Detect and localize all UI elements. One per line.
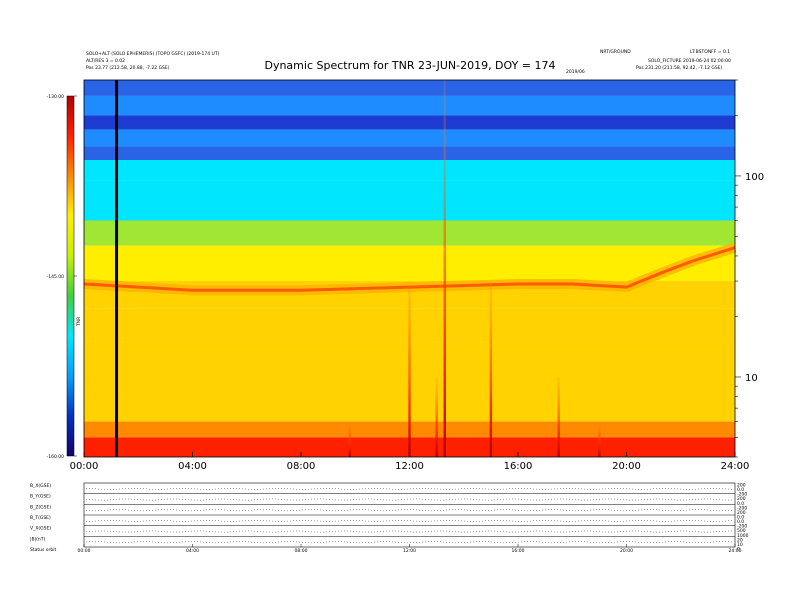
sub-panel-right-label: -200 bbox=[737, 524, 747, 530]
sub-panel-right-label: 10 bbox=[737, 542, 743, 548]
colorbar-tick-label: -130.00 bbox=[47, 94, 65, 100]
radio-burst bbox=[435, 376, 438, 457]
sub-panel-label: V_X(GSE) bbox=[30, 526, 51, 532]
sub-panel-right-label: 200 bbox=[737, 510, 746, 516]
x-axis: 00:00 04:00 08:00 12:00 16:00 20:00 24:00 bbox=[70, 452, 750, 472]
colorbar-tick-label: -145.00 bbox=[47, 274, 65, 280]
radio-burst bbox=[443, 80, 446, 457]
spectrum-band bbox=[84, 115, 735, 130]
x-tick-label: 12:00 bbox=[395, 461, 424, 472]
spectrum-band bbox=[84, 146, 735, 161]
x-tick-label: 00:00 bbox=[70, 461, 99, 472]
sub-panel-trace bbox=[86, 520, 732, 522]
sub-panel-trace bbox=[86, 488, 732, 490]
header-right: NRT/GROUND LT:BSTONFF = 0.1 SOLO_FICTURE… bbox=[600, 49, 731, 71]
sub-panel-trace bbox=[86, 541, 732, 544]
spectrum-band bbox=[84, 180, 735, 221]
spectrum-band bbox=[84, 160, 735, 181]
sub-panel-right-label: 0.0 bbox=[737, 515, 744, 521]
x-tick-label: 08:00 bbox=[287, 461, 316, 472]
spectrum-band bbox=[84, 95, 735, 116]
sub-panel-trace bbox=[86, 509, 732, 512]
sub-panel-x-tick-label: 12:00 bbox=[403, 548, 416, 554]
sub-panel-x-tick-label: 00:00 bbox=[78, 548, 91, 554]
sub-panel-right-label: 0.0 bbox=[737, 501, 744, 507]
chart-title: Dynamic Spectrum for TNR 23-JUN-2019, DO… bbox=[264, 59, 555, 72]
radio-burst bbox=[489, 281, 493, 457]
sub-panel-label: |B|(nT) bbox=[30, 536, 45, 542]
header-left: SOLO+ALT (SOLO EPHEMERIS) (TOPO GSFC) (2… bbox=[86, 51, 220, 71]
colorbar-labels: -130.00 -145.00 -160.00 bbox=[47, 94, 77, 460]
sub-panel-x-tick-label: 08:00 bbox=[295, 548, 308, 554]
spectrum-band bbox=[84, 80, 735, 96]
spectrum-band bbox=[84, 129, 735, 147]
sub-panel-right-label: 200 bbox=[737, 496, 746, 502]
colorbar-tick-label: -160.00 bbox=[47, 454, 65, 460]
sub-panel-label: B_X(GSE) bbox=[30, 483, 51, 489]
sub-panel-x-tick-label: 24:00 bbox=[729, 548, 742, 554]
radio-burst bbox=[557, 376, 560, 457]
header-right-line: NRT/GROUND bbox=[600, 49, 631, 55]
sub-panel-right-label: 20 bbox=[737, 537, 743, 543]
sub-panel-label: B_Z(GSE) bbox=[30, 504, 51, 510]
header-right-line: SOLO_FICTURE 2019-06-24 02:00:00 bbox=[648, 58, 731, 64]
data-gap bbox=[115, 80, 119, 457]
x-tick-label: 20:00 bbox=[612, 461, 641, 472]
sub-panel-trace bbox=[86, 498, 732, 501]
sub-panel-right-label: 500 bbox=[737, 528, 746, 534]
header-mid-label: 2019/06 bbox=[566, 69, 585, 75]
sub-panel-label: B_T(GSE) bbox=[30, 515, 51, 521]
colorbar-axis-label: TNR bbox=[76, 317, 82, 327]
x-tick-label: 04:00 bbox=[178, 461, 207, 472]
sub-panel-x-tick-label: 16:00 bbox=[512, 548, 525, 554]
radio-burst bbox=[408, 281, 411, 457]
y-axis: 100 10 bbox=[735, 79, 764, 458]
sub-panels: B_X(GSE) B_Y(GSE) B_Z(GSE) B_T(GSE) V_X(GSE)… bbox=[30, 483, 749, 555]
sub-panel-right-label: -200 bbox=[737, 492, 747, 498]
sub-panel-right-label: -200 bbox=[737, 505, 747, 511]
header-right-line: LT:BSTONFF = 0.1 bbox=[690, 49, 730, 55]
radio-burst bbox=[348, 421, 352, 457]
x-tick-label: 16:00 bbox=[504, 461, 533, 472]
spectrogram bbox=[83, 80, 737, 457]
sub-panel-right-label: 200 bbox=[737, 483, 746, 489]
header-left-line: ALT/RES 3 = 0.02 bbox=[86, 58, 125, 64]
sub-panel-right-label: 0.0 bbox=[737, 519, 744, 525]
header-left-line: SOLO+ALT (SOLO EPHEMERIS) (TOPO GSFC) (2… bbox=[86, 51, 220, 57]
sub-panel-label: B_Y(GSE) bbox=[30, 494, 51, 500]
spectrum-band bbox=[84, 220, 735, 246]
header-left-line: Pos 23.77 (212.58, 20.88, -7.22 GSE) bbox=[86, 65, 170, 71]
y-tick-label: 10 bbox=[745, 373, 758, 384]
header-right-line: Pos 231.20 (211.58, 92.42, -7.12 GSE) bbox=[636, 65, 723, 71]
y-tick-label: 100 bbox=[745, 172, 764, 183]
spectrum-band bbox=[84, 245, 735, 282]
radio-burst bbox=[598, 421, 601, 457]
plasma-line bbox=[83, 246, 736, 292]
sub-panel-right-label: 0 bbox=[737, 547, 740, 553]
sub-panel-x-tick-label: 20:00 bbox=[620, 548, 633, 554]
sub-panel-trace bbox=[86, 530, 732, 533]
colorbar bbox=[66, 95, 75, 457]
sub-panel-label: Status orbit bbox=[30, 547, 56, 553]
sub-panel-right-label: 1000 bbox=[737, 533, 749, 539]
sub-panel-right-label: 0.0 bbox=[737, 487, 744, 493]
sub-panel-x-tick-label: 04:00 bbox=[186, 548, 199, 554]
x-tick-label: 24:00 bbox=[721, 461, 750, 472]
